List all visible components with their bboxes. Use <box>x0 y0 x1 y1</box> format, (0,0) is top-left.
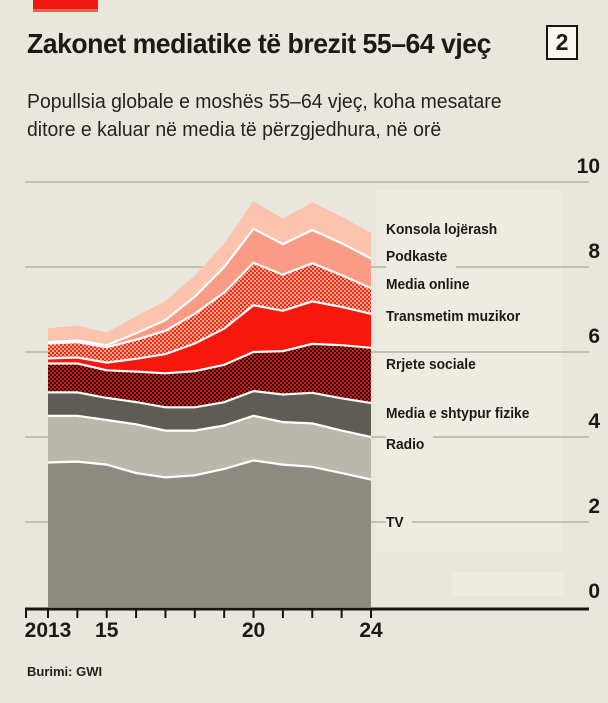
y-axis-tick-label: 2 <box>588 495 600 518</box>
area-band-radio <box>48 415 371 480</box>
series-label-podkaste: Podkaste <box>386 246 456 268</box>
x-axis-tick-label: 2013 <box>24 619 72 642</box>
series-label-media-online: Media online <box>386 274 478 296</box>
y-axis-tick-label: 4 <box>588 410 600 433</box>
area-band-transmetim-muzikor <box>48 301 371 374</box>
page-title: Zakonet mediatike të brezit 55–64 vjeç <box>27 28 491 59</box>
chart-subtitle: Popullsia globale e moshës 55–64 vjeç, k… <box>27 91 502 141</box>
publisher-logo <box>33 0 98 12</box>
x-axis-tick-label: 15 <box>95 619 119 642</box>
slide-number-badge: 2 <box>546 25 578 60</box>
series-label-konsola-loj-rash: Konsola lojërash <box>386 219 506 241</box>
series-label-media-e-shtypur-fizike: Media e shtypur fizike <box>386 403 538 425</box>
area-band-konsola-loj-rash <box>48 201 371 346</box>
source-note: Burimi: GWI <box>27 664 103 679</box>
area-band-tv <box>48 460 371 607</box>
area-band-rrjete-sociale <box>48 343 371 408</box>
area-band-media-e-shtypur-fizike <box>48 391 371 437</box>
x-axis-tick-label: 20 <box>241 619 266 642</box>
y-axis-tick-label: 8 <box>588 240 600 263</box>
series-label-transmetim-muzikor: Transmetim muzikor <box>386 306 529 328</box>
area-band-media-online <box>48 262 371 363</box>
y-axis-tick-label: 10 <box>576 155 600 178</box>
series-label-radio: Radio <box>386 434 433 456</box>
series-label-rrjete-sociale: Rrjete sociale <box>386 354 485 376</box>
y-axis-tick-label: 0 <box>588 580 600 603</box>
x-axis-tick-label: 24 <box>359 619 383 642</box>
series-label-tv: TV <box>386 512 412 534</box>
y-axis-tick-label: 6 <box>588 325 600 348</box>
area-band-podkaste <box>48 228 371 348</box>
